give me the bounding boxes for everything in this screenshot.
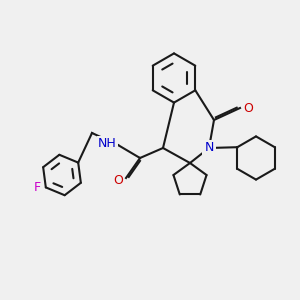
Text: N: N <box>204 142 214 154</box>
Text: O: O <box>113 175 123 188</box>
Text: F: F <box>34 181 41 194</box>
Text: NH: NH <box>98 137 116 150</box>
Text: O: O <box>244 101 254 115</box>
